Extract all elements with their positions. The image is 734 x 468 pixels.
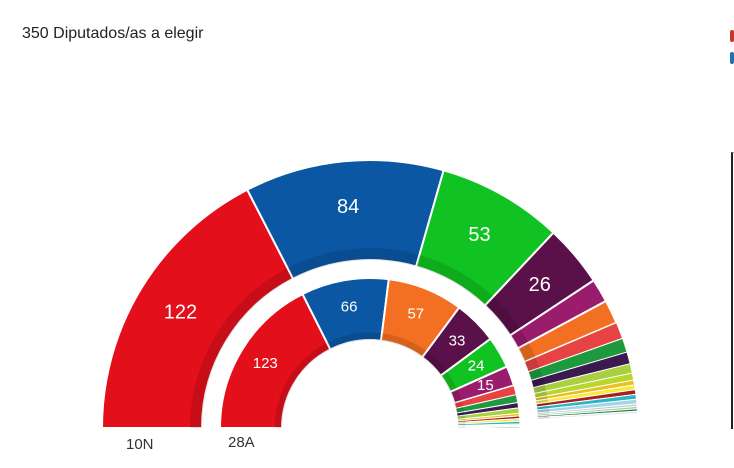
- seat-slice-10n-19[interactable]: [537, 410, 639, 420]
- ring-label-28a: 28A: [228, 434, 255, 451]
- seat-label-10n-2: 53: [468, 224, 490, 246]
- seat-slice-shade-10n-3: [485, 296, 521, 336]
- seat-slice-shade-28a-5: [450, 388, 462, 404]
- seat-slice-shade-10n-2: [416, 254, 494, 306]
- seat-slice-shade-10n-6: [524, 357, 540, 372]
- seat-label-10n-3: 26: [529, 274, 551, 296]
- seat-slice-shade-10n-0: [190, 267, 294, 428]
- seat-label-28a-5: 15: [477, 377, 494, 394]
- seat-slice-shade-28a-7: [455, 406, 465, 414]
- seat-slice-shade-28a-16: [457, 427, 466, 428]
- seat-slice-shade-10n-5: [517, 342, 536, 362]
- seat-label-28a-1: 66: [341, 298, 358, 315]
- seat-slice-shade-28a-6: [454, 400, 464, 409]
- seat-slice-shade-10n-7: [528, 367, 543, 381]
- seat-slice-shade-28a-3: [422, 351, 447, 376]
- seat-label-28a-0: 123: [253, 355, 278, 372]
- seat-label-28a-2: 57: [407, 305, 424, 322]
- side-panel-frame: [731, 152, 734, 429]
- seat-slice-shade-28a-1: [327, 332, 382, 350]
- seat-slice-shade-10n-8: [531, 377, 545, 388]
- seat-slice-shade-10n-12: [535, 399, 549, 404]
- seat-label-10n-0: 122: [164, 301, 197, 323]
- seat-label-10n-1: 84: [337, 196, 359, 218]
- seat-slice-shade-10n-1: [287, 248, 420, 279]
- edge-marker-bottom: [730, 52, 734, 64]
- seat-slice-shade-28a-2: [381, 333, 427, 358]
- seat-slice-shade-10n-4: [510, 328, 529, 349]
- seat-slice-28a-16[interactable]: [457, 426, 521, 429]
- seat-slice-shade-10n-11: [535, 395, 548, 401]
- seat-slice-shade-10n-19: [537, 416, 550, 419]
- page-title: 350 Diputados/as a elegir: [22, 25, 204, 42]
- edge-marker-top: [730, 30, 734, 42]
- seat-slice-shade-28a-0: [274, 342, 331, 428]
- seat-label-28a-3: 33: [449, 333, 466, 350]
- ring-label-10n: 10N: [126, 436, 154, 453]
- seat-label-28a-4: 24: [468, 357, 485, 374]
- chart-10n: 122 84 53 26: [100, 159, 639, 429]
- seat-slice-shade-28a-4: [440, 371, 458, 392]
